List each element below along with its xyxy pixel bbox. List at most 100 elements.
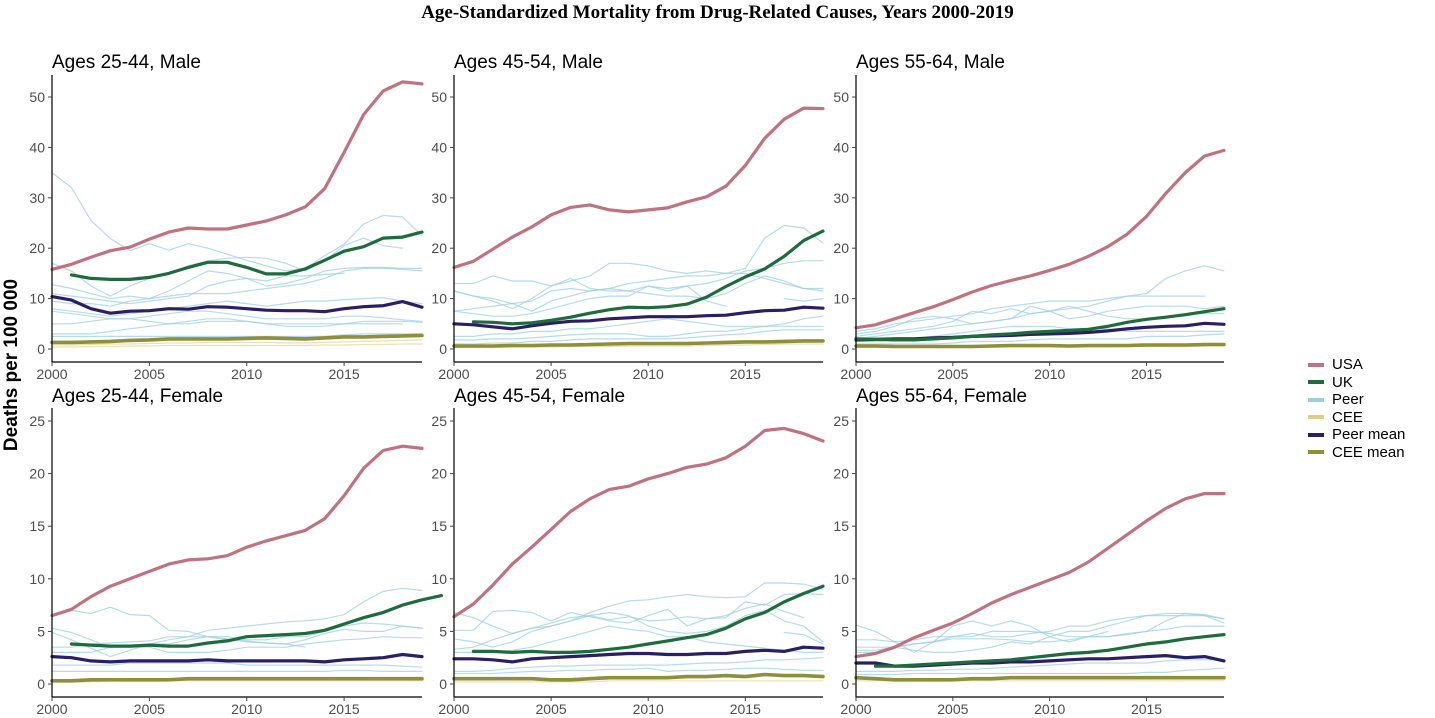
y-tick-label: 25: [29, 413, 45, 429]
x-tick-label: 2010: [633, 366, 664, 382]
panel-6: Ages 55-64, Female 0 5 10 15 20 25 2000 2005 2010…: [833, 386, 1226, 717]
x-tick-label: 2000: [36, 701, 67, 717]
x-tick-label: 2015: [329, 366, 360, 382]
y-tick-label: 0: [37, 676, 45, 692]
panel-2: Ages 45-54, Male 0 10 20 30 40 50 2000 2005 2010 2…: [431, 52, 825, 382]
y-tick-label: 40: [833, 139, 849, 155]
series-line-peer: [453, 657, 824, 673]
legend-item-cee-mean: CEE mean: [1308, 444, 1405, 462]
series-line-peer: [855, 333, 1225, 345]
series-group: [452, 426, 825, 683]
x-tick-label: 2000: [36, 366, 67, 382]
x-tick-label: 2000: [840, 701, 871, 717]
panel-title: Ages 55-64, Male: [856, 52, 1005, 73]
series-line-uk: [854, 307, 1226, 342]
series-line-peer: [855, 630, 1109, 654]
series-line-peer: [453, 582, 824, 635]
series-line-peer: [453, 285, 727, 317]
panel-title: Ages 25-44, Male: [52, 52, 201, 73]
series-line-peer: [51, 266, 423, 300]
y-tick-label: 20: [29, 240, 45, 256]
series-line-peer: [51, 662, 423, 668]
x-tick-label: 2000: [840, 366, 871, 382]
series-line-peer: [855, 265, 1225, 332]
series-line-peer: [51, 237, 404, 297]
series-line-cee-mean: [452, 672, 825, 682]
series-line-peer: [855, 625, 1225, 651]
legend-swatch-cee: [1308, 415, 1324, 420]
x-tick-label: 2000: [438, 701, 469, 717]
series-group: [854, 148, 1226, 349]
x-tick-label: 2015: [1131, 701, 1162, 717]
panel-5: Ages 45-54, Female 0 5 10 15 20 25 2000 2005 2010…: [431, 386, 825, 717]
y-tick-label: 10: [29, 571, 45, 587]
panel-3: Ages 55-64, Male 0 10 20 30 40 50 2000 2005 2010 2…: [833, 52, 1226, 382]
legend-label-usa: USA: [1332, 356, 1363, 374]
y-tick-label: 15: [833, 518, 849, 534]
legend-item-peer: Peer: [1308, 391, 1405, 409]
y-tick-label: 30: [29, 190, 45, 206]
series-line-peer: [453, 625, 824, 654]
series-line-peer: [51, 625, 423, 658]
y-tick-label: 50: [29, 89, 45, 105]
series-line-peer: [855, 614, 1225, 654]
series-line-uk: [471, 229, 825, 326]
x-tick-label: 2010: [633, 701, 664, 717]
series-group: [452, 106, 825, 349]
y-tick-label: 10: [833, 291, 849, 307]
series-line-cee: [51, 343, 423, 348]
x-tick-label: 2005: [134, 366, 165, 382]
x-tick-label: 2010: [1034, 701, 1065, 717]
series-line-peer-mean: [452, 645, 825, 664]
series-line-uk: [471, 584, 825, 655]
y-tick-label: 15: [431, 518, 447, 534]
series-line-peer: [453, 667, 824, 675]
x-tick-label: 2015: [329, 701, 360, 717]
series-line-cee-mean: [50, 676, 424, 683]
series-line-peer: [51, 272, 345, 305]
series-line-peer: [51, 172, 423, 272]
series-line-usa: [452, 426, 825, 619]
series-line-cee-mean: [452, 339, 825, 348]
y-tick-label: 20: [431, 240, 447, 256]
legend: USA UK Peer CEE Peer mean CEE mean: [1308, 356, 1405, 461]
legend-item-cee: CEE: [1308, 409, 1405, 427]
y-tick-label: 0: [841, 341, 849, 357]
legend-label-cee-mean: CEE mean: [1332, 443, 1405, 461]
series-line-cee-mean: [50, 333, 424, 345]
legend-swatch-uk: [1308, 380, 1324, 385]
x-tick-label: 2005: [937, 701, 968, 717]
panel-1: Ages 25-44, Male 0 10 20 30 40 50 2000 2005 2010 2…: [29, 52, 424, 382]
panel-title: Ages 45-54, Male: [454, 52, 603, 73]
legend-label-peer-mean: Peer mean: [1332, 426, 1406, 444]
series-line-usa: [50, 80, 424, 271]
series-line-peer: [783, 631, 824, 645]
y-tick-label: 5: [841, 623, 849, 639]
series-line-usa: [854, 492, 1226, 659]
y-tick-label: 25: [431, 413, 447, 429]
y-tick-label: 40: [29, 139, 45, 155]
series-line-usa: [452, 106, 825, 269]
y-tick-label: 40: [431, 139, 447, 155]
legend-item-usa: USA: [1308, 356, 1405, 374]
y-tick-label: 50: [833, 89, 849, 105]
y-tick-label: 30: [431, 190, 447, 206]
y-tick-label: 50: [431, 89, 447, 105]
panel-title: Ages 25-44, Female: [52, 386, 223, 407]
chart-title: Age-Standardized Mortality from Drug-Rel…: [421, 2, 1014, 23]
x-tick-label: 2005: [536, 366, 567, 382]
y-tick-label: 10: [431, 571, 447, 587]
panel-title: Ages 45-54, Female: [454, 386, 625, 407]
series-line-uk: [69, 230, 424, 281]
x-tick-label: 2005: [134, 701, 165, 717]
series-line-peer: [51, 333, 423, 337]
legend-swatch-peer: [1308, 397, 1324, 402]
series-line-peer: [453, 224, 824, 287]
series-line-peer: [855, 305, 1225, 337]
series-line-cee-mean: [854, 342, 1226, 349]
series-line-peer: [70, 606, 306, 648]
series-line-uk: [69, 593, 444, 648]
legend-swatch-usa: [1308, 362, 1324, 367]
